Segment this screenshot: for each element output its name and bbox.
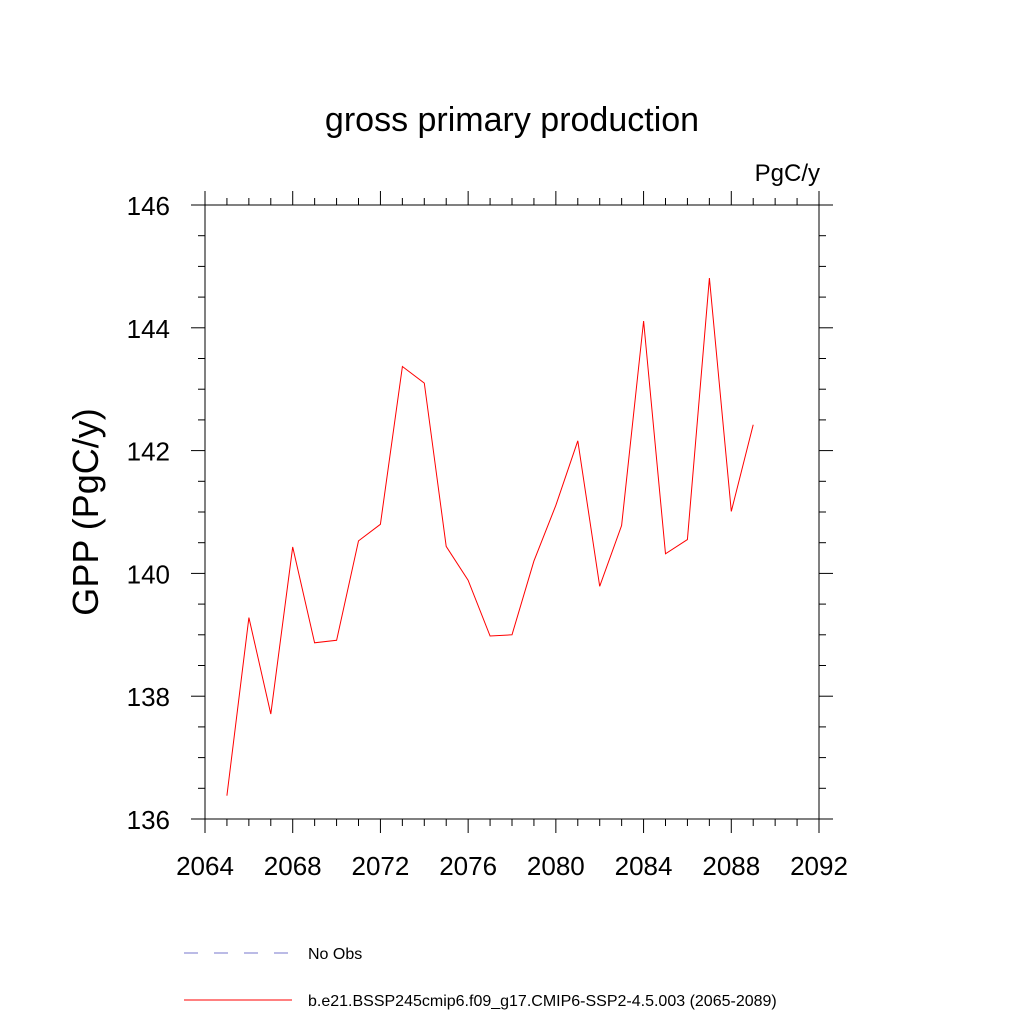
legend-label-no-obs: No Obs [308,946,362,963]
x-tick-label: 2076 [439,851,497,881]
chart-title: gross primary production [325,101,699,139]
axis-ticks [191,191,833,833]
units-label: PgC/y [755,160,820,187]
y-tick-label: 146 [127,191,170,221]
y-tick-label: 138 [127,682,170,712]
series-line [226,278,754,796]
y-tick-label: 136 [127,805,170,835]
x-tick-label: 2080 [527,851,585,881]
plot-frame [204,204,820,820]
y-tick-label: 142 [127,437,170,467]
x-tick-label: 2092 [790,851,848,881]
legend-label-model: b.e21.BSSP245cmip6.f09_g17.CMIP6-SSP2-4.… [308,993,777,1010]
y-axis-label: GPP (PgC/y) [65,408,106,615]
x-tick-labels: 2064 2068 2072 2076 2080 2084 2088 2092 [176,851,848,881]
y-tick-label: 144 [127,314,170,344]
series-group [226,278,754,796]
x-tick-label: 2088 [702,851,760,881]
x-tick-label: 2084 [615,851,673,881]
y-tick-labels: 136 138 140 142 144 146 [127,191,170,835]
x-tick-label: 2072 [352,851,410,881]
x-tick-label: 2068 [264,851,322,881]
y-tick-label: 140 [127,559,170,589]
x-tick-label: 2064 [176,851,234,881]
legend: No Obs b.e21.BSSP245cmip6.f09_g17.CMIP6-… [184,946,777,1010]
